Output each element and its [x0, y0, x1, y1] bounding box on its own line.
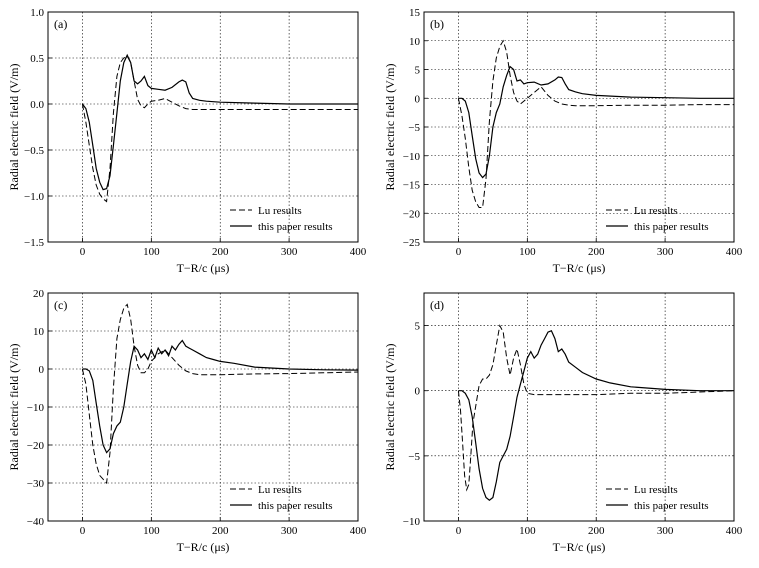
x-tick-label: 300 — [657, 246, 674, 258]
y-tick-label: −20 — [27, 440, 45, 452]
legend-label: this paper results — [258, 500, 333, 512]
series-line-this-paper-results — [458, 65, 734, 179]
panel-a: 0 100 200 300 400 −1.5 −1.0 −0.5 0.0 0.5 1.0 T−R/c … — [7, 7, 367, 275]
legend-label: Lu results — [634, 484, 678, 496]
y-tick-label: 1.0 — [30, 7, 44, 19]
y-tick-label: −5 — [408, 451, 420, 463]
y-tick-label: −1.0 — [24, 191, 44, 203]
plot-frame — [423, 292, 735, 522]
y-tick-label: −0.5 — [24, 145, 44, 157]
y-tick-label: 10 — [33, 326, 45, 338]
legend-label: this paper results — [258, 221, 333, 233]
y-tick-label: 15 — [409, 7, 421, 19]
x-tick-label: 100 — [143, 246, 160, 258]
x-tick-label: 300 — [281, 525, 298, 537]
x-tick-label: 0 — [80, 246, 86, 258]
y-axis-title: Radial electric field (V/m) — [7, 344, 21, 471]
x-tick-label: 400 — [726, 525, 743, 537]
x-tick-label: 400 — [726, 246, 743, 258]
y-tick-label: −40 — [27, 516, 45, 528]
y-tick-label: 0.5 — [30, 53, 44, 65]
panel-d: 0 100 200 300 400 −10 −5 0 5 T−R/c (μs) Radial ele… — [383, 292, 743, 554]
y-tick-label: −10 — [403, 151, 421, 163]
legend: Lu results this paper results — [606, 484, 709, 512]
legend-label: this paper results — [634, 500, 709, 512]
y-tick-label: 5 — [415, 321, 421, 333]
legend-label: Lu results — [258, 484, 302, 496]
x-tick-label: 0 — [80, 525, 86, 537]
y-tick-label: 0 — [39, 364, 45, 376]
series-line-lu-results — [81, 303, 358, 485]
x-tick-label: 200 — [588, 525, 605, 537]
y-axis-title: Radial electric field (V/m) — [383, 344, 397, 471]
x-tick-label: 100 — [143, 525, 160, 537]
series-line-lu-results — [457, 39, 734, 208]
series-line-this-paper-results — [82, 339, 358, 454]
y-tick-label: −5 — [408, 122, 420, 134]
y-tick-label: −10 — [403, 516, 421, 528]
panel-label: (c) — [54, 298, 67, 312]
x-axis-title: T−R/c (μs) — [177, 540, 230, 554]
y-tick-label: 20 — [33, 288, 45, 300]
y-tick-label: −1.5 — [24, 237, 44, 249]
x-tick-label: 300 — [281, 246, 298, 258]
y-axis-title: Radial electric field (V/m) — [383, 64, 397, 191]
y-tick-label: 0 — [415, 93, 421, 105]
legend-label: Lu results — [258, 205, 302, 217]
legend: Lu results this paper results — [230, 205, 333, 233]
y-tick-label: −15 — [403, 180, 421, 192]
x-tick-label: 400 — [350, 525, 367, 537]
x-tick-label: 100 — [519, 246, 536, 258]
x-tick-label: 0 — [456, 246, 462, 258]
panel-label: (b) — [430, 17, 444, 31]
y-tick-label: −25 — [403, 237, 421, 249]
y-axis-title: Radial electric field (V/m) — [7, 64, 21, 191]
x-tick-label: 400 — [350, 246, 367, 258]
panel-b: 0 100 200 300 400 −25 −20 −15 −10 −5 0 5 10 15 T−R/c (… — [383, 7, 743, 275]
x-axis-title: T−R/c (μs) — [553, 261, 606, 275]
x-tick-label: 200 — [588, 246, 605, 258]
y-tick-label: 5 — [415, 65, 421, 77]
y-tick-label: −30 — [27, 478, 45, 490]
series-line-this-paper-results — [81, 53, 358, 191]
plot-frame — [47, 11, 359, 243]
panel-label: (a) — [54, 17, 67, 31]
y-tick-label: 10 — [409, 36, 421, 48]
x-tick-label: 200 — [212, 525, 229, 537]
legend: Lu results this paper results — [606, 205, 709, 233]
y-tick-label: −10 — [27, 402, 45, 414]
y-tick-label: 0.0 — [30, 99, 44, 111]
legend: Lu results this paper results — [230, 484, 333, 512]
x-tick-label: 200 — [212, 246, 229, 258]
x-axis-title: T−R/c (μs) — [553, 540, 606, 554]
x-tick-label: 100 — [519, 525, 536, 537]
legend-label: this paper results — [634, 221, 709, 233]
series-line-lu-results — [457, 324, 734, 492]
y-tick-label: 0 — [415, 386, 421, 398]
series-line-lu-results — [81, 55, 358, 203]
panel-label: (d) — [430, 298, 444, 312]
x-axis-title: T−R/c (μs) — [177, 261, 230, 275]
legend-label: Lu results — [634, 205, 678, 217]
y-tick-label: −20 — [403, 208, 421, 220]
series-line-this-paper-results — [458, 330, 734, 501]
x-tick-label: 300 — [657, 525, 674, 537]
x-tick-label: 0 — [456, 525, 462, 537]
panel-c: 0 100 200 300 400 −40 −30 −20 −10 0 10 20 T−R/c (μs)… — [7, 288, 367, 554]
